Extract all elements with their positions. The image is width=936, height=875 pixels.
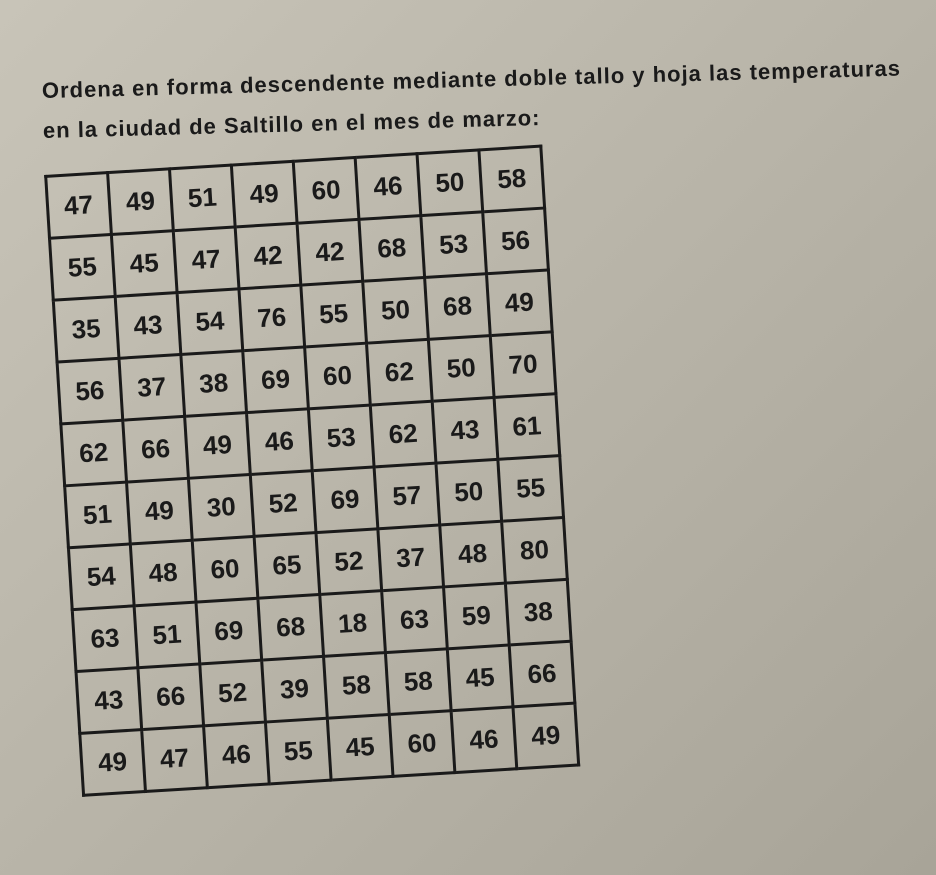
table-cell: 56 (483, 208, 549, 274)
table-cell: 55 (50, 235, 116, 301)
table-cell: 62 (61, 420, 127, 486)
table-cell: 66 (123, 417, 189, 483)
table-cell: 47 (142, 726, 208, 792)
table-cell: 52 (250, 471, 316, 537)
table-cell: 43 (76, 668, 142, 734)
table-cell: 18 (320, 591, 386, 657)
table-cell: 55 (301, 281, 367, 347)
table-cell: 35 (53, 297, 119, 363)
table-cell: 76 (239, 285, 305, 351)
table-cell: 47 (46, 173, 112, 239)
table-cell: 60 (192, 537, 258, 603)
data-table-container: 4749514960465058554547424268535635435476… (44, 121, 936, 797)
table-cell: 58 (479, 146, 545, 212)
table-cell: 51 (65, 482, 131, 548)
table-cell: 43 (432, 398, 498, 464)
table-cell: 57 (374, 463, 440, 529)
table-cell: 48 (440, 521, 506, 587)
table-cell: 60 (293, 158, 359, 224)
table-cell: 63 (382, 587, 448, 653)
table-cell: 54 (68, 544, 134, 610)
table-cell: 60 (389, 711, 455, 777)
table-cell: 46 (355, 154, 421, 220)
table-cell: 42 (235, 223, 301, 289)
table-cell: 54 (177, 289, 243, 355)
table-cell: 42 (297, 220, 363, 286)
table-cell: 49 (231, 161, 297, 227)
table-cell: 50 (436, 460, 502, 526)
table-cell: 50 (363, 278, 429, 344)
table-cell: 51 (134, 602, 200, 668)
table-cell: 69 (196, 598, 262, 664)
table-cell: 55 (265, 718, 331, 784)
table-cell: 38 (181, 351, 247, 417)
table-cell: 37 (119, 355, 185, 421)
table-cell: 51 (169, 165, 235, 231)
table-cell: 49 (80, 730, 146, 796)
table-cell: 49 (486, 270, 552, 336)
table-cell: 55 (498, 456, 564, 522)
table-cell: 58 (324, 653, 390, 719)
table-cell: 68 (359, 216, 425, 282)
table-cell: 52 (316, 529, 382, 595)
table-cell: 80 (502, 518, 568, 584)
table-cell: 66 (138, 664, 204, 730)
table-cell: 39 (262, 657, 328, 723)
table-cell: 68 (258, 595, 324, 661)
table-cell: 45 (111, 231, 177, 297)
table-cell: 70 (490, 332, 556, 398)
table-cell: 49 (127, 478, 193, 544)
table-cell: 48 (130, 540, 196, 606)
temperature-table: 4749514960465058554547424268535635435476… (44, 145, 580, 797)
table-cell: 50 (417, 150, 483, 216)
table-cell: 59 (444, 583, 510, 649)
table-cell: 60 (305, 343, 371, 409)
table-cell: 49 (108, 169, 174, 235)
table-cell: 66 (509, 641, 575, 707)
table-cell: 62 (367, 340, 433, 406)
table-cell: 62 (370, 401, 436, 467)
table-cell: 52 (200, 660, 266, 726)
table-cell: 61 (494, 394, 560, 460)
table-cell: 46 (451, 707, 517, 773)
table-cell: 30 (188, 475, 254, 541)
table-cell: 69 (312, 467, 378, 533)
table-cell: 49 (185, 413, 251, 479)
table-cell: 53 (421, 212, 487, 278)
table-cell: 45 (447, 645, 513, 711)
table-cell: 46 (247, 409, 313, 475)
table-cell: 46 (204, 722, 270, 788)
table-cell: 45 (327, 715, 393, 781)
table-cell: 38 (505, 580, 571, 646)
table-cell: 68 (425, 274, 491, 340)
table-cell: 65 (254, 533, 320, 599)
table-cell: 53 (308, 405, 374, 471)
table-cell: 49 (513, 703, 579, 769)
table-cell: 56 (57, 358, 123, 424)
page-content: . Ordena en forma descendente mediante d… (0, 0, 936, 799)
table-cell: 69 (243, 347, 309, 413)
table-cell: 43 (115, 293, 181, 359)
table-cell: 37 (378, 525, 444, 591)
table-cell: 58 (385, 649, 451, 715)
table-cell: 47 (173, 227, 239, 293)
table-cell: 50 (428, 336, 494, 402)
table-cell: 63 (72, 606, 138, 672)
